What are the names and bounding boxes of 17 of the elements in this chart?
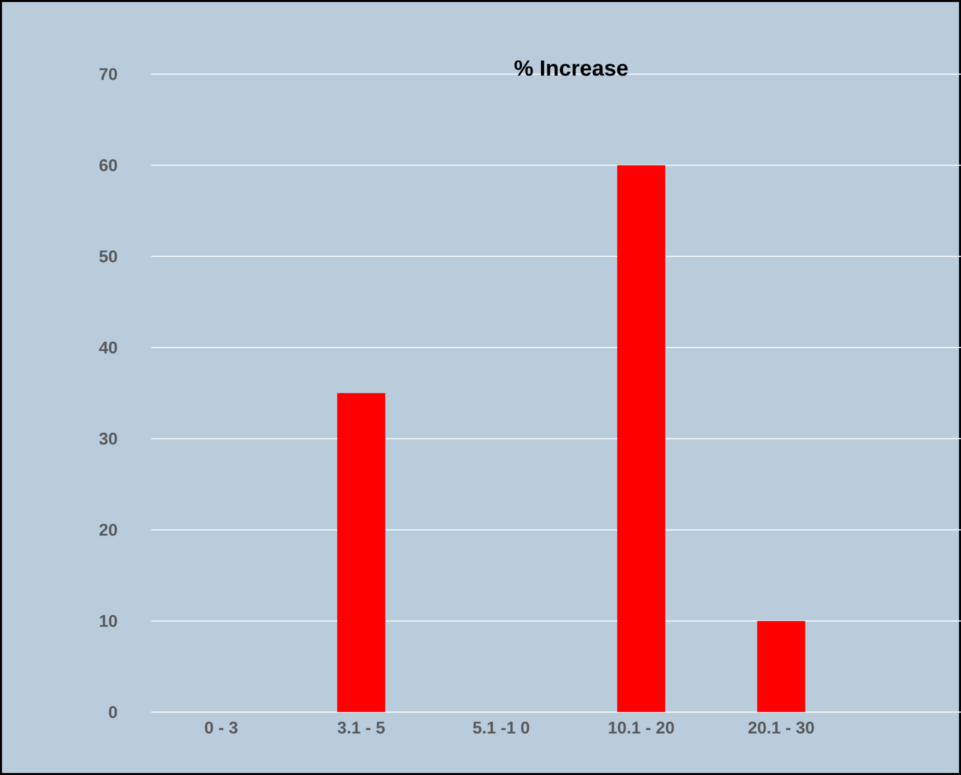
y-tick-label: 50 [99,250,117,262]
chart-title: % Increase [514,60,628,76]
y-tick-label: 70 [100,68,117,80]
x-tick-label: 10.1 - 20 [608,722,674,734]
bar [757,620,806,712]
y-tick-label: 10 [100,614,117,627]
x-tick-label: 0 - 3 [204,722,238,734]
y-tick-label: 20 [99,524,117,536]
y-tick-label: 0 [108,706,117,718]
x-tick-label: 3.1 - 5 [338,722,385,734]
x-tick-label: 5.1 -1 0 [473,722,530,734]
y-tick-label: 30 [99,432,117,445]
x-tick-label: 20.1 - 30 [748,722,814,734]
bar [337,393,386,712]
y-tick-label: 60 [99,159,117,172]
bar [617,165,666,712]
y-tick-label: 40 [99,342,117,354]
